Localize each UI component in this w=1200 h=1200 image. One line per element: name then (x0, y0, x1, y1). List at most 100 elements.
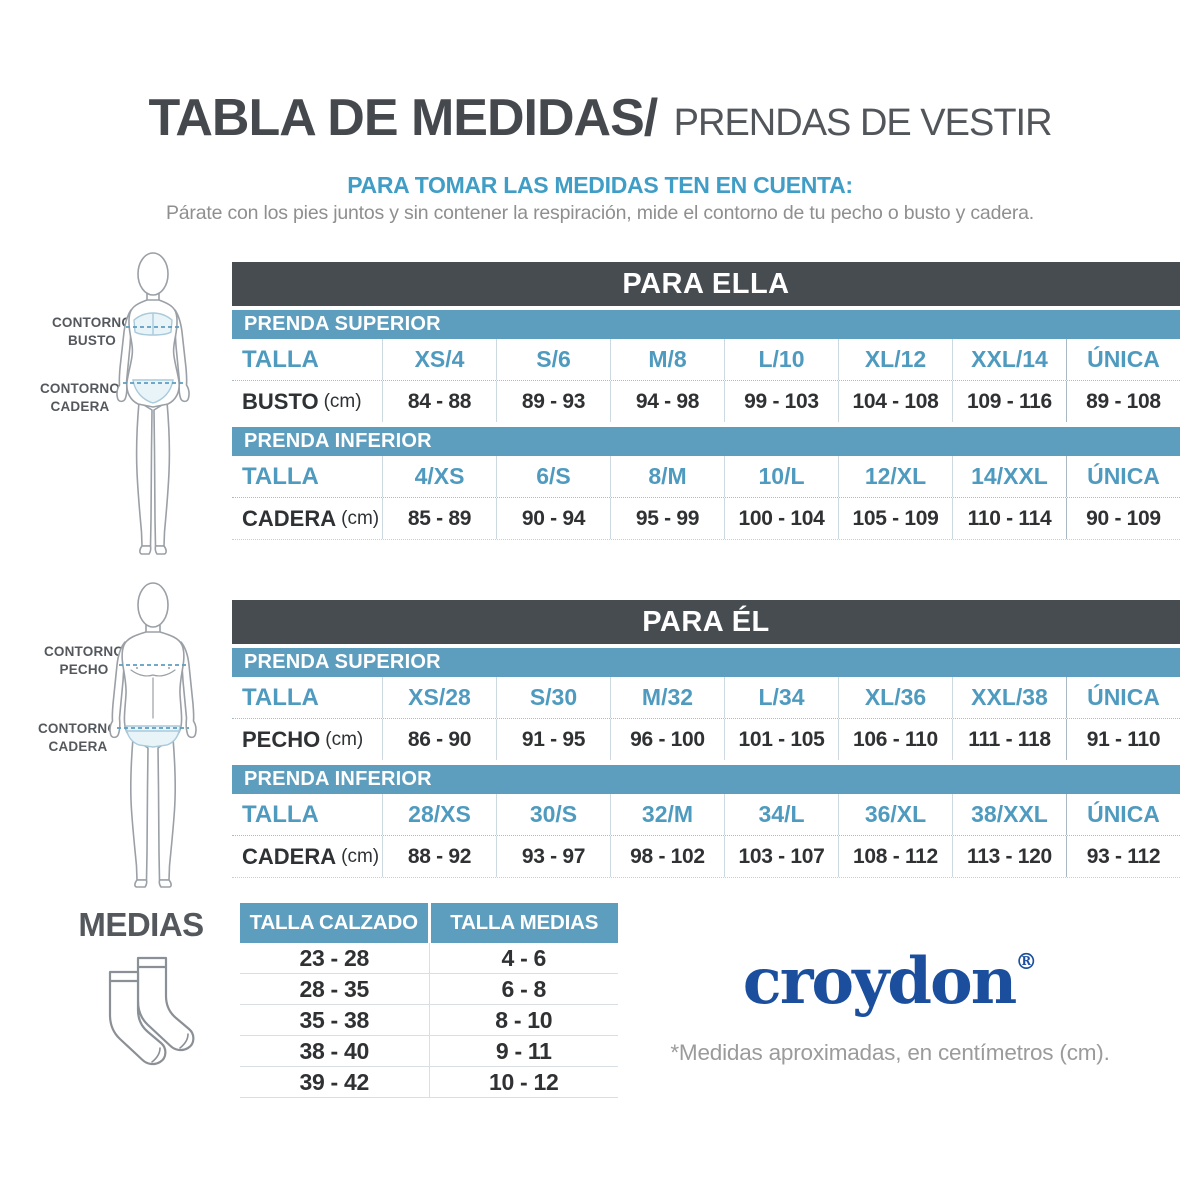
measure-value-cell: 85 - 89 (382, 498, 496, 539)
size-header-cell: 28/XS (382, 794, 496, 835)
measure-value-cell: 105 - 109 (838, 498, 952, 539)
measure-value-cell: 94 - 98 (610, 381, 724, 422)
measure-unit: (cm) (325, 728, 364, 750)
women-bust-row: BUSTO (cm) 84 - 88 89 - 93 94 - 98 99 - 103… (232, 381, 1180, 422)
size-header-cell: S/6 (496, 339, 610, 380)
shoe-size-cell: 28 - 35 (240, 974, 429, 1005)
size-header-cell: 14/XXL (952, 456, 1066, 497)
measure-value-cell: 103 - 107 (724, 836, 838, 877)
measure-row-label: BUSTO (cm) (232, 381, 382, 422)
shoe-size-cell: 39 - 42 (240, 1067, 429, 1098)
size-header-cell: 10/L (724, 456, 838, 497)
women-size-table: PARA ELLA PRENDA SUPERIOR TALLA XS/4 S/6 M… (232, 262, 1180, 540)
sock-size-cell: 4 - 6 (429, 943, 618, 974)
sock-size-cell: 9 - 11 (429, 1036, 618, 1067)
male-chest-label: CONTORNO PECHO (43, 644, 125, 677)
brand-name: croydon (742, 944, 1018, 1019)
shoe-size-column: 23 - 28 28 - 35 35 - 38 38 - 40 39 - 42 (240, 943, 430, 1098)
measurements-footnote: *Medidas aproximadas, en centímetros (cm… (670, 1040, 1110, 1065)
measure-value-cell: 91 - 95 (496, 719, 610, 760)
socks-table-body: 23 - 28 28 - 35 35 - 38 38 - 40 39 - 42 4 - … (240, 943, 618, 1098)
measure-name: BUSTO (242, 388, 319, 414)
size-header-cell: 30/S (496, 794, 610, 835)
measure-value-cell: 100 - 104 (724, 498, 838, 539)
socks-size-table: TALLA CALZADO TALLA MEDIAS 23 - 28 28 - 3… (240, 903, 618, 1098)
size-row-label: TALLA (242, 683, 319, 711)
measure-row-label: PECHO (cm) (232, 719, 382, 760)
socks-section-title: MEDIAS (78, 906, 204, 943)
measure-value-cell: 90 - 109 (1066, 498, 1180, 539)
size-row-label: TALLA (242, 800, 319, 828)
size-header-cell: XL/36 (838, 677, 952, 718)
socks-icon (108, 956, 195, 1066)
sock-size-column-header: TALLA MEDIAS (430, 903, 618, 943)
socks-table-header: TALLA CALZADO TALLA MEDIAS (240, 903, 618, 943)
size-header-cell: 4/XS (382, 456, 496, 497)
measure-value-cell: 96 - 100 (610, 719, 724, 760)
measure-value-cell: 113 - 120 (952, 836, 1066, 877)
size-header-cell: S/30 (496, 677, 610, 718)
women-lower-band-label: PRENDA INFERIOR (244, 430, 432, 452)
men-size-table: PARA ÉL PRENDA SUPERIOR TALLA XS/28 S/30 M… (232, 600, 1180, 878)
size-header-cell: XS/4 (382, 339, 496, 380)
women-hip-row: CADERA (cm) 85 - 89 90 - 94 95 - 99 100 - 1… (232, 498, 1180, 540)
measure-name: PECHO (242, 726, 321, 752)
male-figure-illustration (109, 582, 197, 888)
women-lower-size-row: TALLA 4/XS 6/S 8/M 10/L 12/XL 14/XXL ÚNICA (232, 456, 1180, 498)
page-title-main: TABLA DE MEDIDAS/ (148, 89, 658, 147)
men-upper-band: PRENDA SUPERIOR (232, 648, 1180, 677)
measure-value-cell: 110 - 114 (952, 498, 1066, 539)
page-title-sub: PRENDAS DE VESTIR (673, 102, 1053, 144)
measure-value-cell: 84 - 88 (382, 381, 496, 422)
size-header-cell: ÚNICA (1066, 794, 1180, 835)
size-cells: 4/XS 6/S 8/M 10/L 12/XL 14/XXL ÚNICA (382, 456, 1180, 497)
women-lower-band: PRENDA INFERIOR (232, 427, 1180, 456)
size-row-label: TALLA (242, 345, 319, 373)
size-header-cell: XXL/38 (952, 677, 1066, 718)
measure-value-cell: 98 - 102 (610, 836, 724, 877)
size-header-cell: L/10 (724, 339, 838, 380)
measure-cells: 88 - 92 93 - 97 98 - 102 103 - 107 108 - 112… (382, 836, 1180, 877)
men-chest-row: PECHO (cm) 86 - 90 91 - 95 96 - 100 101 - 1… (232, 719, 1180, 760)
measure-value-cell: 89 - 93 (496, 381, 610, 422)
page-title: TABLA DE MEDIDAS/ PRENDAS DE VESTIR (0, 88, 1200, 148)
shoe-size-cell: 35 - 38 (240, 1005, 429, 1036)
measure-value-cell: 90 - 94 (496, 498, 610, 539)
measure-cells: 86 - 90 91 - 95 96 - 100 101 - 105 106 - 110… (382, 719, 1180, 760)
male-hip-label: CONTORNO CADERA (37, 721, 119, 754)
measure-name: CADERA (242, 505, 337, 531)
men-table-title: PARA ÉL (232, 600, 1180, 644)
measure-value-cell: 108 - 112 (838, 836, 952, 877)
sock-size-cell: 6 - 8 (429, 974, 618, 1005)
size-header-cell: XL/12 (838, 339, 952, 380)
size-header-cell: XXL/14 (952, 339, 1066, 380)
size-cells: XS/28 S/30 M/32 L/34 XL/36 XXL/38 ÚNICA (382, 677, 1180, 718)
measure-value-cell: 109 - 116 (952, 381, 1066, 422)
tips-heading: PARA TOMAR LAS MEDIDAS TEN EN CUENTA: (347, 172, 853, 198)
measure-value-cell: 93 - 112 (1066, 836, 1180, 877)
measure-unit: (cm) (341, 845, 380, 867)
measure-cells: 84 - 88 89 - 93 94 - 98 99 - 103 104 - 108 10… (382, 381, 1180, 422)
measure-value-cell: 88 - 92 (382, 836, 496, 877)
women-upper-band-label: PRENDA SUPERIOR (244, 313, 441, 335)
measure-value-cell: 91 - 110 (1066, 719, 1180, 760)
female-hip-label: CONTORNO CADERA (39, 381, 121, 414)
size-header-cell: 6/S (496, 456, 610, 497)
size-cells: XS/4 S/6 M/8 L/10 XL/12 XXL/14 ÚNICA (382, 339, 1180, 380)
measure-value-cell: 101 - 105 (724, 719, 838, 760)
registered-mark: ® (1015, 949, 1038, 975)
women-upper-band: PRENDA SUPERIOR (232, 310, 1180, 339)
shoe-size-cell: 23 - 28 (240, 943, 429, 974)
size-header-cell: 34/L (724, 794, 838, 835)
tips-text: Párate con los pies juntos y sin contene… (165, 202, 1035, 224)
size-header-cell: 38/XXL (952, 794, 1066, 835)
measure-unit: (cm) (323, 390, 362, 412)
men-lower-band-label: PRENDA INFERIOR (244, 768, 432, 790)
sock-size-cell: 8 - 10 (429, 1005, 618, 1036)
size-row-label: TALLA (242, 462, 319, 490)
measure-value-cell: 93 - 97 (496, 836, 610, 877)
size-header-cell: ÚNICA (1066, 677, 1180, 718)
sock-size-cell: 10 - 12 (429, 1067, 618, 1098)
measure-cells: 85 - 89 90 - 94 95 - 99 100 - 104 105 - 109 1… (382, 498, 1180, 539)
